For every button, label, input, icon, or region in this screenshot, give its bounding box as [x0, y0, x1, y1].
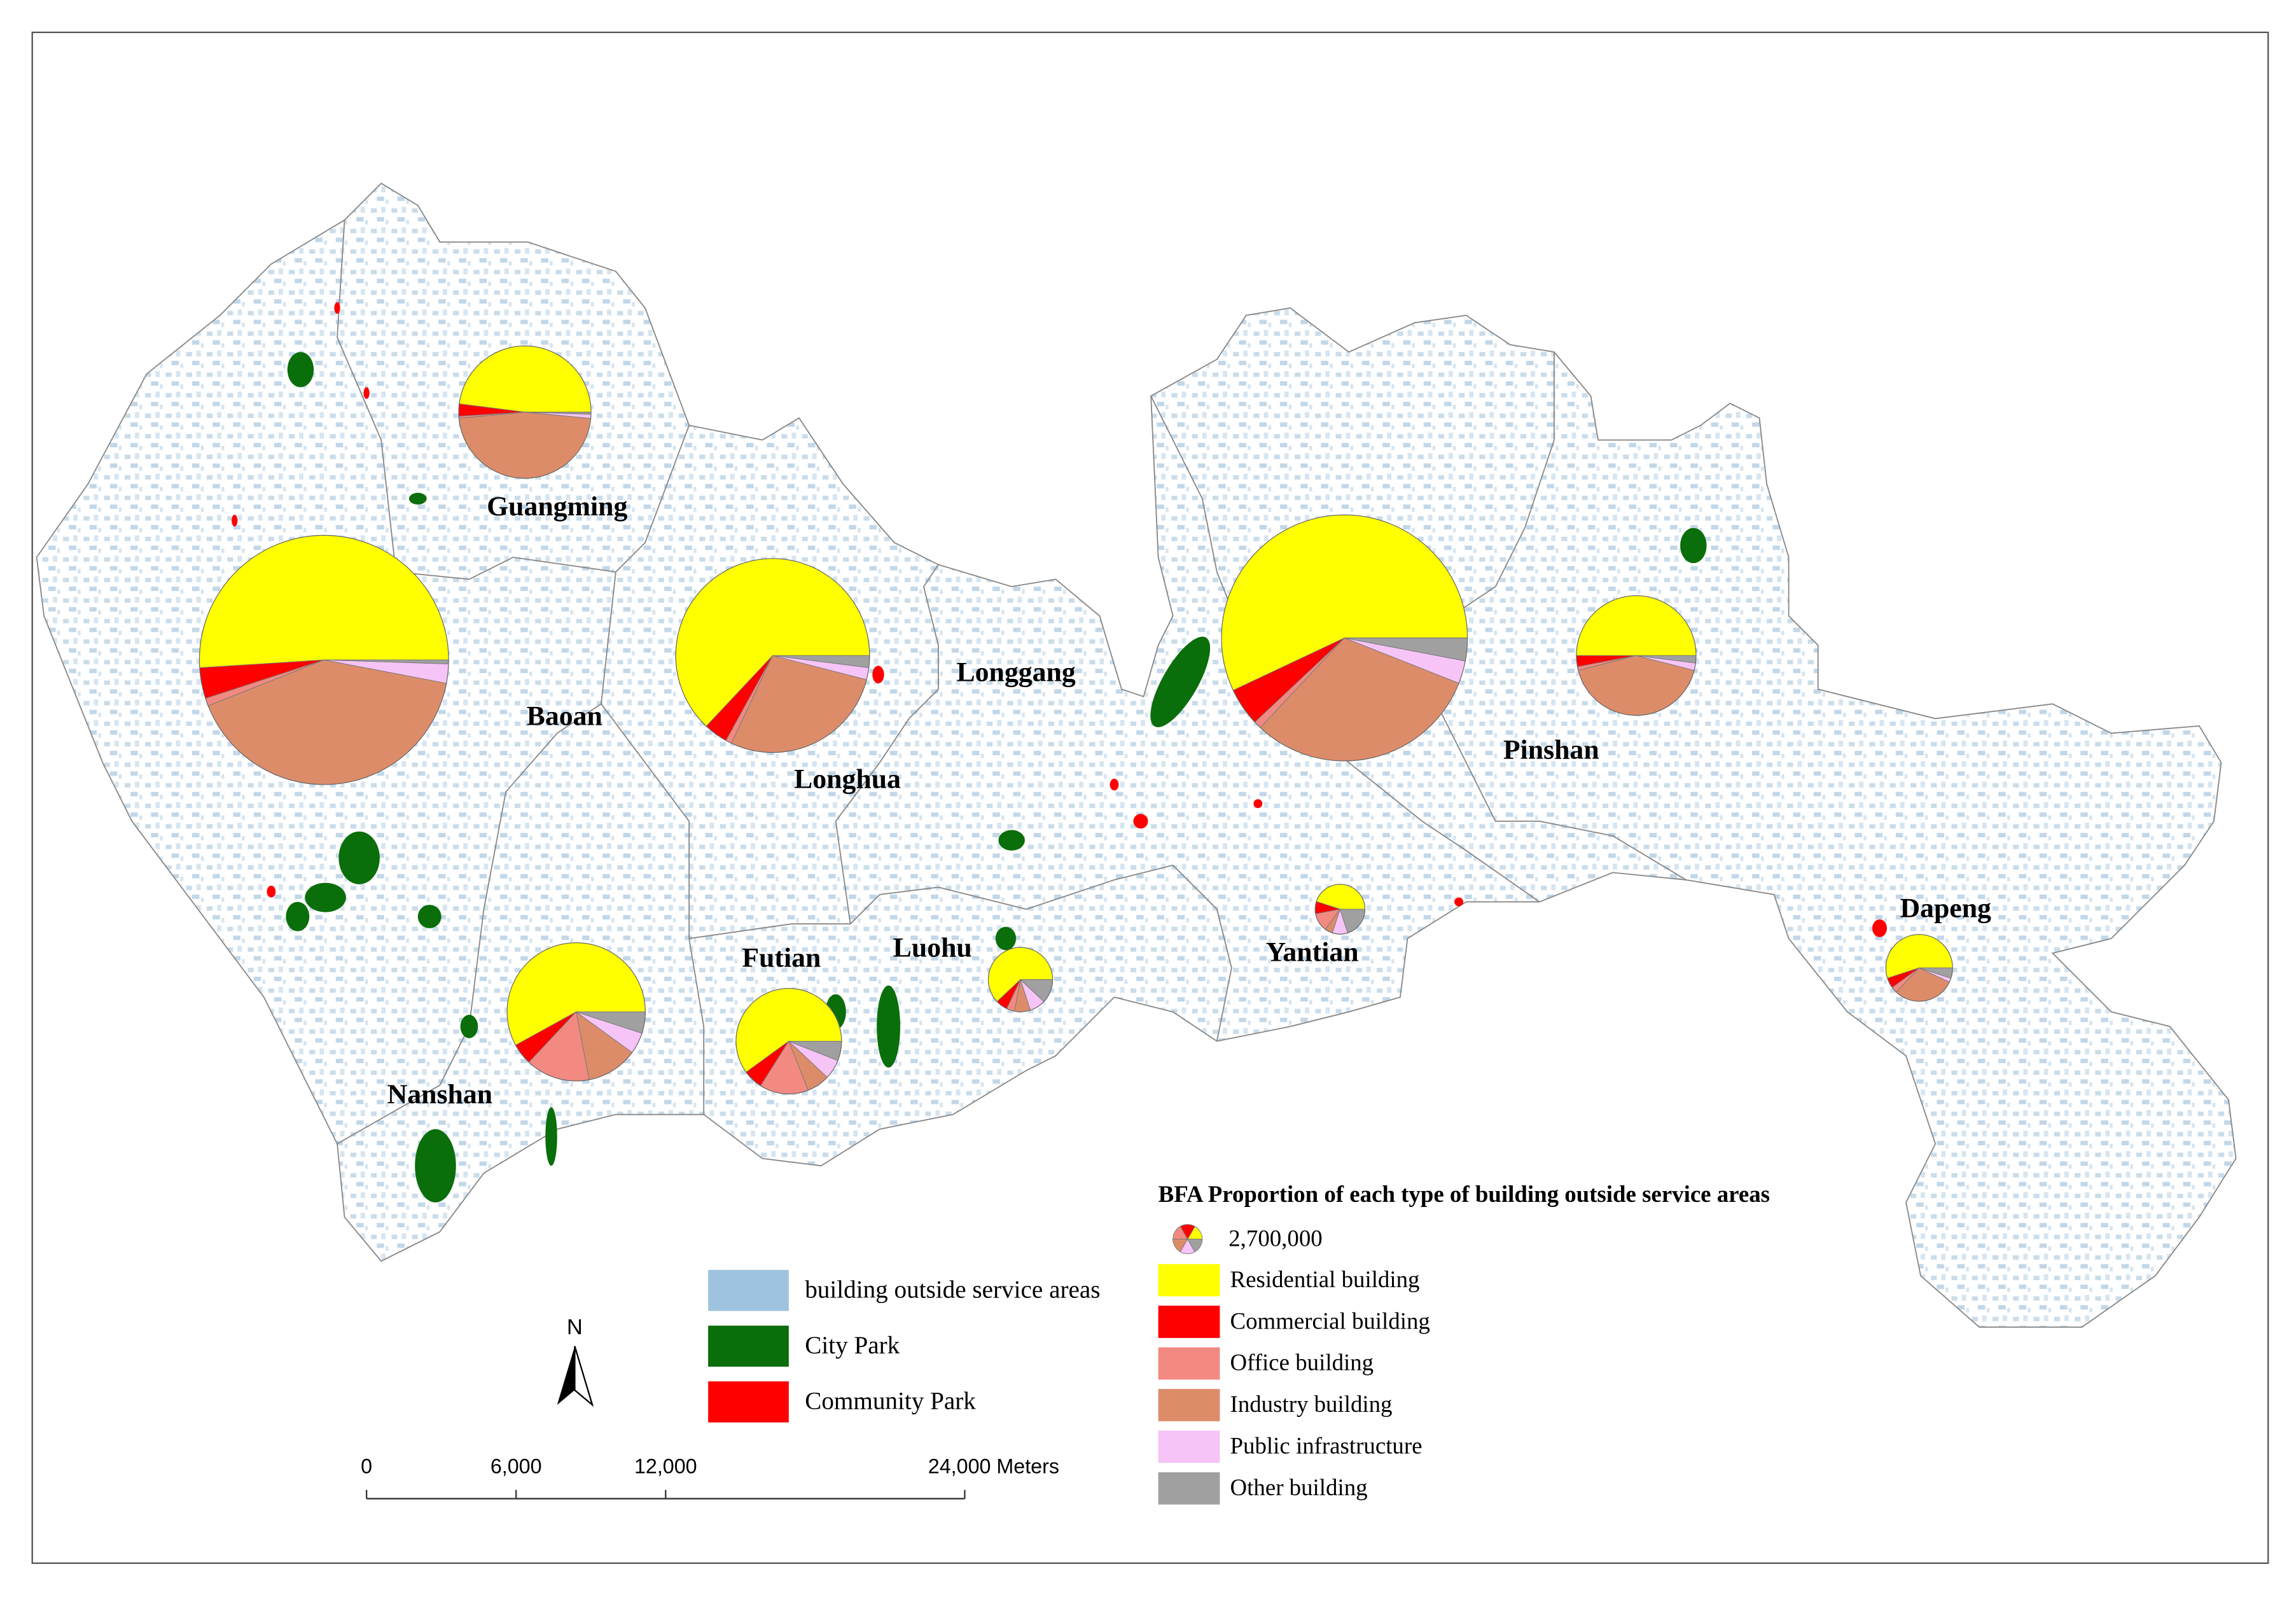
- legend-swatch: [1158, 1347, 1220, 1380]
- size-legend-label: 2,700,000: [1228, 1225, 1322, 1251]
- pie-slice: [1576, 596, 1696, 655]
- pie-outline: [1314, 884, 1366, 935]
- pies: [198, 345, 1953, 1094]
- scale-label: 0: [361, 1455, 372, 1478]
- scale-label: 6,000: [491, 1455, 542, 1478]
- legend-swatch: [1158, 1264, 1220, 1297]
- legend-label: Commercial building: [1230, 1308, 1430, 1334]
- district-pie: [1221, 514, 1468, 762]
- pie-outline: [1221, 514, 1468, 762]
- pie-outline: [506, 942, 646, 1082]
- pie-outline: [675, 558, 870, 753]
- district-label: Futian: [742, 943, 821, 973]
- legend-swatch: [708, 1325, 789, 1367]
- district-label: Luohu: [893, 933, 972, 963]
- legend-swatch: [708, 1381, 789, 1423]
- legend-label: Other building: [1230, 1474, 1368, 1500]
- district-pie: [458, 345, 592, 479]
- north-label: N: [567, 1315, 583, 1339]
- pie-outline: [198, 534, 449, 785]
- legend-swatch: [1158, 1306, 1220, 1338]
- district-label: Nanshan: [387, 1079, 492, 1110]
- city-parks: [286, 352, 1707, 1203]
- legend-swatch: [1158, 1389, 1220, 1421]
- legend-label: Residential building: [1230, 1266, 1420, 1292]
- legend-swatch: [1158, 1430, 1220, 1463]
- size-legend: [1172, 1224, 1203, 1254]
- district-pie: [198, 534, 449, 785]
- pie-outline: [735, 987, 842, 1094]
- legend-label: Community Park: [805, 1388, 976, 1415]
- district-pie: [1576, 595, 1697, 716]
- north-arrow: N: [557, 1315, 594, 1407]
- district-pie: [735, 987, 842, 1094]
- scale-label: 12,000: [634, 1455, 697, 1478]
- community-parks: [232, 302, 1888, 937]
- legend-label: City Park: [805, 1332, 900, 1359]
- district-pie: [675, 558, 870, 753]
- pie-outline: [987, 947, 1054, 1012]
- district-label: Guangming: [487, 491, 627, 522]
- pie-outline: [458, 345, 592, 479]
- pie-outline: [1885, 934, 1953, 1002]
- legend-swatch: [1158, 1472, 1220, 1505]
- district-label: Dapeng: [1900, 893, 1991, 923]
- district-label: Longhua: [794, 764, 901, 795]
- legend-label: Industry building: [1230, 1391, 1393, 1417]
- frame: [31, 31, 2269, 1564]
- district-pie: [1314, 884, 1366, 935]
- district-pie: [987, 947, 1054, 1012]
- district-label: Baoan: [527, 701, 602, 731]
- district-label: Yantian: [1266, 937, 1359, 967]
- legend-label: Office building: [1230, 1349, 1374, 1376]
- pie-outline: [1576, 595, 1697, 716]
- district-pie: [506, 942, 646, 1082]
- scale-label: 24,000 Meters: [928, 1455, 1059, 1478]
- district-pie: [1885, 934, 1953, 1002]
- legend-label: building outside service areas: [805, 1276, 1100, 1303]
- pie-slice: [1186, 1239, 1203, 1253]
- district-label: Pinshan: [1503, 734, 1599, 765]
- district-label: Longgang: [956, 657, 1075, 687]
- legend-title: BFA Proportion of each type of building …: [1158, 1181, 1770, 1207]
- legend-swatch: [708, 1269, 789, 1311]
- legend-label: Public infrastructure: [1230, 1433, 1423, 1459]
